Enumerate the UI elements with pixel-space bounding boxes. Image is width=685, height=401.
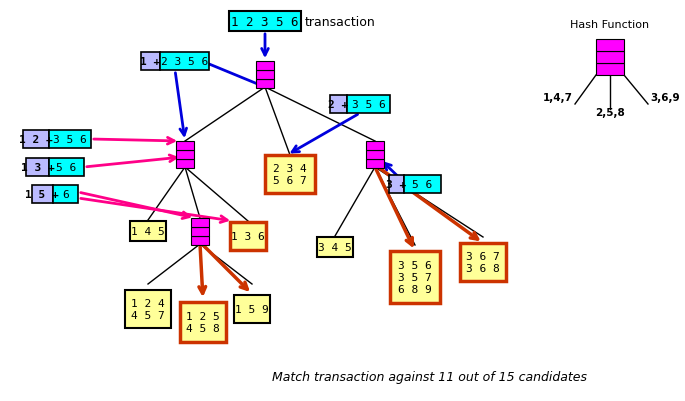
Text: Match transaction against 11 out of 15 candidates: Match transaction against 11 out of 15 c…	[273, 371, 588, 383]
Text: 1 5 9: 1 5 9	[235, 304, 269, 314]
Text: 3 4 5: 3 4 5	[318, 242, 352, 252]
FancyBboxPatch shape	[125, 290, 171, 328]
Text: 5 6: 5 6	[56, 162, 77, 172]
FancyBboxPatch shape	[191, 227, 209, 236]
FancyBboxPatch shape	[460, 243, 506, 281]
Text: 1 2 5
4 5 8: 1 2 5 4 5 8	[186, 312, 220, 333]
Text: 1 +: 1 +	[140, 57, 161, 67]
Text: 6: 6	[62, 190, 68, 200]
Text: 2,5,8: 2,5,8	[595, 108, 625, 118]
Text: 1 3 6: 1 3 6	[231, 231, 265, 241]
FancyBboxPatch shape	[256, 61, 274, 70]
FancyBboxPatch shape	[596, 64, 624, 76]
Text: 1 2 4
4 5 7: 1 2 4 4 5 7	[131, 298, 165, 320]
Text: 3 5 6
3 5 7
6 8 9: 3 5 6 3 5 7 6 8 9	[398, 261, 432, 294]
FancyBboxPatch shape	[265, 156, 315, 194]
Text: 1 2 3 5 6: 1 2 3 5 6	[232, 16, 299, 28]
FancyBboxPatch shape	[176, 159, 194, 168]
Text: 3 5 6: 3 5 6	[53, 135, 87, 145]
FancyBboxPatch shape	[130, 221, 166, 241]
FancyBboxPatch shape	[403, 176, 441, 194]
Text: transaction: transaction	[305, 16, 376, 28]
FancyBboxPatch shape	[366, 159, 384, 168]
FancyBboxPatch shape	[366, 150, 384, 159]
FancyBboxPatch shape	[230, 223, 266, 250]
FancyBboxPatch shape	[191, 236, 209, 245]
FancyBboxPatch shape	[234, 295, 270, 323]
FancyBboxPatch shape	[49, 159, 84, 176]
FancyBboxPatch shape	[347, 96, 390, 114]
Text: 3 5 6: 3 5 6	[351, 100, 385, 110]
FancyBboxPatch shape	[229, 12, 301, 32]
FancyBboxPatch shape	[32, 186, 53, 203]
Text: 2 +: 2 +	[328, 100, 349, 110]
FancyBboxPatch shape	[596, 40, 624, 52]
FancyBboxPatch shape	[141, 53, 160, 71]
Text: 1,4,7: 1,4,7	[543, 93, 573, 103]
Text: 3,6,9: 3,6,9	[650, 93, 680, 103]
FancyBboxPatch shape	[390, 251, 440, 303]
FancyBboxPatch shape	[23, 131, 49, 149]
Text: 1 4 5: 1 4 5	[131, 227, 165, 237]
FancyBboxPatch shape	[366, 141, 384, 150]
FancyBboxPatch shape	[596, 52, 624, 64]
Text: 1 5 +: 1 5 +	[25, 190, 59, 200]
FancyBboxPatch shape	[53, 186, 78, 203]
FancyBboxPatch shape	[330, 96, 347, 114]
FancyBboxPatch shape	[176, 150, 194, 159]
FancyBboxPatch shape	[256, 79, 274, 88]
FancyBboxPatch shape	[176, 141, 194, 150]
Text: 2 3 4
5 6 7: 2 3 4 5 6 7	[273, 164, 307, 185]
FancyBboxPatch shape	[317, 237, 353, 257]
FancyBboxPatch shape	[180, 302, 226, 342]
Text: Hash Function: Hash Function	[571, 20, 649, 30]
FancyBboxPatch shape	[389, 176, 403, 194]
Text: 3 +: 3 +	[386, 180, 406, 190]
FancyBboxPatch shape	[26, 159, 49, 176]
Text: 1 2 +: 1 2 +	[19, 135, 53, 145]
FancyBboxPatch shape	[49, 131, 91, 149]
FancyBboxPatch shape	[191, 218, 209, 227]
FancyBboxPatch shape	[256, 70, 274, 79]
Text: 1 3 +: 1 3 +	[21, 162, 55, 172]
FancyBboxPatch shape	[160, 53, 209, 71]
Text: 3 6 7
3 6 8: 3 6 7 3 6 8	[466, 251, 500, 273]
Text: 5 6: 5 6	[412, 180, 432, 190]
Text: 2 3 5 6: 2 3 5 6	[161, 57, 208, 67]
